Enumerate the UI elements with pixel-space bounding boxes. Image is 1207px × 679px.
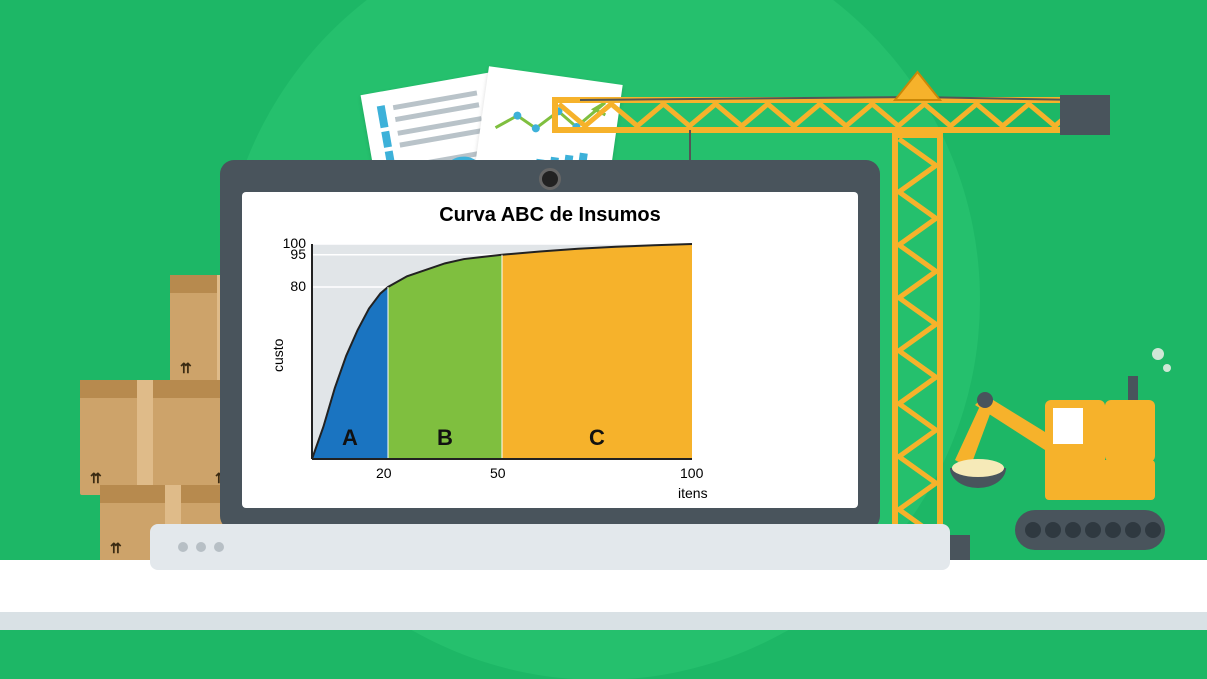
abc-chart: Curva ABC de Insumos custo itens 8095100… — [242, 192, 858, 508]
laptop-screen: Curva ABC de Insumos custo itens 8095100… — [242, 192, 858, 508]
laptop-lid: Curva ABC de Insumos custo itens 8095100… — [220, 160, 880, 530]
chart-xlabel: itens — [678, 485, 708, 501]
infographic-scene: ⇈⇈⇈⇈⇈⇈⇈⇈ Curva ABC de Insumos custo iten… — [0, 0, 1207, 679]
xtick: 20 — [376, 465, 392, 481]
this-way-up-icon: ⇈ — [180, 360, 192, 377]
ytick: 100 — [283, 235, 306, 251]
excavator-icon — [945, 340, 1175, 570]
ytick: 80 — [290, 278, 306, 294]
region-label-C: C — [589, 425, 605, 451]
laptop-base — [150, 524, 950, 570]
region-label-B: B — [437, 425, 453, 451]
region-label-A: A — [342, 425, 358, 451]
chart-plot — [242, 192, 858, 508]
indicator-dots — [178, 542, 224, 552]
laptop: Curva ABC de Insumos custo itens 8095100… — [220, 160, 880, 580]
box-icon: ⇈ — [80, 380, 210, 495]
xtick: 50 — [490, 465, 506, 481]
chart-ylabel: custo — [270, 338, 286, 371]
webcam-icon — [539, 168, 561, 190]
xtick: 100 — [680, 465, 703, 481]
this-way-up-icon: ⇈ — [110, 540, 122, 557]
